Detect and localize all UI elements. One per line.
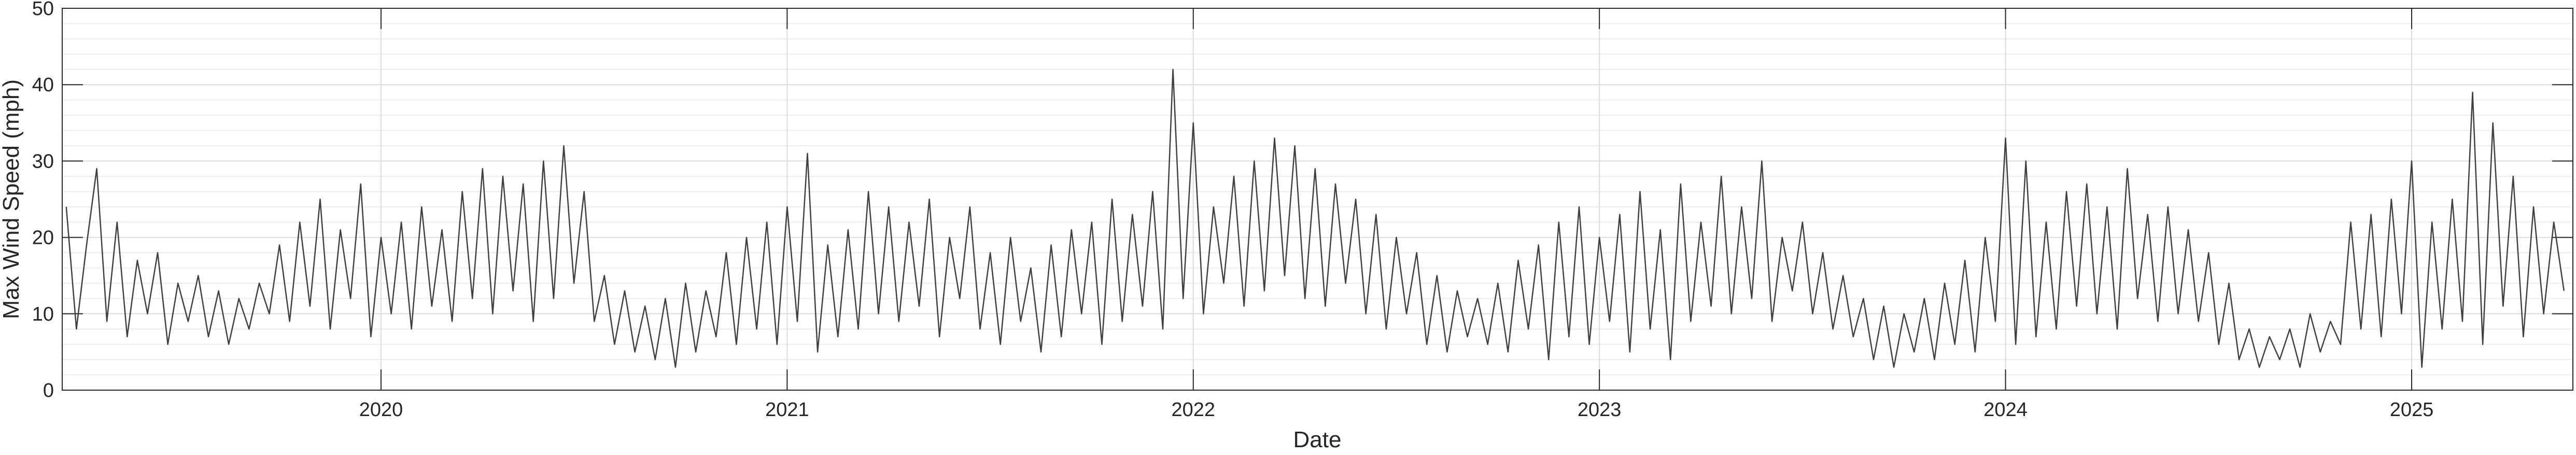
y-tick-label: 20: [32, 227, 54, 249]
y-tick-label: 40: [32, 74, 54, 96]
wind-speed-line: [65, 68, 2565, 368]
axes-box: [62, 8, 2573, 391]
y-axis-label: Max Wind Speed (mph): [0, 79, 24, 319]
y-tick-label: 50: [32, 0, 54, 20]
x-tick-label: 2021: [765, 399, 809, 421]
x-tick-label: 2024: [1983, 399, 2028, 421]
x-tick-label: 2022: [1172, 399, 1216, 421]
y-tick-label: 0: [43, 380, 54, 402]
x-tick-label: 2020: [359, 399, 403, 421]
x-tick-label: 2025: [2390, 399, 2434, 421]
y-tick-label: 10: [32, 304, 54, 325]
y-tick-label: 30: [32, 150, 54, 172]
x-axis-label: Date: [1293, 427, 1342, 452]
x-tick-label: 2023: [1578, 399, 1622, 421]
